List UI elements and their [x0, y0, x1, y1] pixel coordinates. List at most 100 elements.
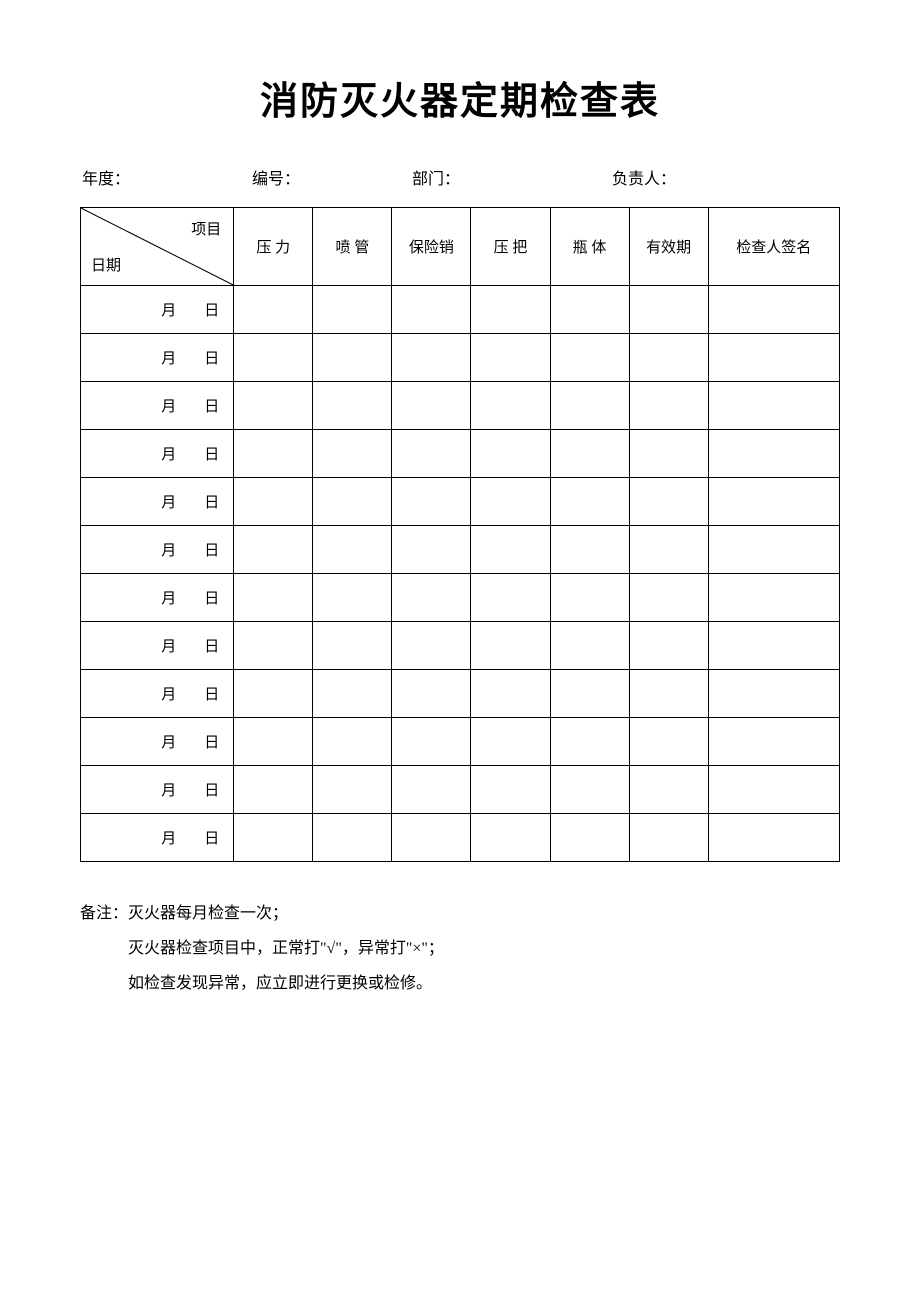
- col-header: 瓶 体: [550, 208, 629, 286]
- date-day-label: 日: [204, 495, 219, 511]
- table-cell: [708, 670, 839, 718]
- table-cell: [471, 574, 550, 622]
- table-cell: [234, 382, 313, 430]
- page-title: 消防灭火器定期检查表: [80, 70, 840, 125]
- table-cell: [629, 814, 708, 862]
- date-day-label: 日: [204, 303, 219, 319]
- table-cell: [234, 718, 313, 766]
- table-cell: [313, 430, 392, 478]
- table-row: 月日: [81, 622, 840, 670]
- table-cell: [234, 814, 313, 862]
- table-cell: [708, 334, 839, 382]
- meta-row: 年度： 编号： 部门： 负责人：: [80, 165, 840, 189]
- date-day-label: 日: [204, 783, 219, 799]
- table-cell: [708, 718, 839, 766]
- table-cell: [392, 382, 471, 430]
- table-cell: [629, 382, 708, 430]
- date-month-label: 月: [161, 303, 176, 319]
- notes-text: 灭火器检查项目中，正常打"√"，异常打"×"；: [128, 931, 444, 966]
- table-row: 月日: [81, 670, 840, 718]
- diag-top-label: 项目: [191, 218, 221, 239]
- date-cell: 月日: [81, 622, 234, 670]
- notes-line: 备注： 灭火器每月检查一次；: [80, 896, 840, 931]
- table-cell: [708, 286, 839, 334]
- table-cell: [708, 814, 839, 862]
- table-cell: [550, 430, 629, 478]
- table-cell: [550, 718, 629, 766]
- table-cell: [234, 622, 313, 670]
- table-cell: [471, 622, 550, 670]
- table-cell: [313, 718, 392, 766]
- table-cell: [629, 430, 708, 478]
- diagonal-header: 项目 日期: [81, 208, 234, 286]
- table-cell: [550, 526, 629, 574]
- meta-number: 编号：: [252, 165, 412, 189]
- date-cell: 月日: [81, 814, 234, 862]
- table-row: 月日: [81, 718, 840, 766]
- table-row: 月日: [81, 334, 840, 382]
- table-row: 月日: [81, 382, 840, 430]
- table-cell: [629, 766, 708, 814]
- table-cell: [313, 622, 392, 670]
- table-cell: [629, 574, 708, 622]
- date-cell: 月日: [81, 766, 234, 814]
- date-month-label: 月: [161, 495, 176, 511]
- date-day-label: 日: [204, 543, 219, 559]
- table-cell: [313, 574, 392, 622]
- table-cell: [234, 670, 313, 718]
- col-header: 保险销: [392, 208, 471, 286]
- table-header-row: 项目 日期 压 力 喷 管 保险销 压 把 瓶 体 有效期 检查人签名: [81, 208, 840, 286]
- table-cell: [708, 526, 839, 574]
- table-cell: [550, 766, 629, 814]
- notes-label: 备注：: [80, 896, 128, 931]
- table-cell: [234, 334, 313, 382]
- date-month-label: 月: [161, 591, 176, 607]
- table-cell: [471, 766, 550, 814]
- table-cell: [313, 478, 392, 526]
- date-day-label: 日: [204, 399, 219, 415]
- table-cell: [313, 814, 392, 862]
- col-header: 喷 管: [313, 208, 392, 286]
- table-row: 月日: [81, 478, 840, 526]
- table-cell: [392, 478, 471, 526]
- col-header: 检查人签名: [708, 208, 839, 286]
- meta-owner: 负责人：: [612, 165, 838, 189]
- date-day-label: 日: [204, 687, 219, 703]
- diag-bottom-label: 日期: [91, 254, 121, 275]
- table-cell: [550, 478, 629, 526]
- col-header: 压 力: [234, 208, 313, 286]
- date-cell: 月日: [81, 526, 234, 574]
- table-cell: [629, 718, 708, 766]
- date-month-label: 月: [161, 447, 176, 463]
- table-cell: [471, 478, 550, 526]
- date-cell: 月日: [81, 670, 234, 718]
- table-cell: [471, 430, 550, 478]
- table-cell: [313, 334, 392, 382]
- table-cell: [392, 718, 471, 766]
- table-cell: [313, 670, 392, 718]
- table-cell: [234, 526, 313, 574]
- table-cell: [392, 286, 471, 334]
- table-cell: [313, 766, 392, 814]
- meta-dept: 部门：: [412, 165, 612, 189]
- date-day-label: 日: [204, 591, 219, 607]
- date-day-label: 日: [204, 639, 219, 655]
- table-cell: [471, 526, 550, 574]
- table-cell: [471, 334, 550, 382]
- date-month-label: 月: [161, 351, 176, 367]
- table-cell: [550, 670, 629, 718]
- table-row: 月日: [81, 574, 840, 622]
- table-row: 月日: [81, 430, 840, 478]
- date-month-label: 月: [161, 543, 176, 559]
- date-month-label: 月: [161, 687, 176, 703]
- notes-line: 灭火器检查项目中，正常打"√"，异常打"×"；: [80, 931, 840, 966]
- date-day-label: 日: [204, 351, 219, 367]
- date-day-label: 日: [204, 735, 219, 751]
- col-header: 压 把: [471, 208, 550, 286]
- table-cell: [234, 430, 313, 478]
- table-cell: [550, 814, 629, 862]
- table-cell: [708, 382, 839, 430]
- table-cell: [392, 334, 471, 382]
- table-cell: [550, 574, 629, 622]
- meta-number-label: 编号：: [252, 165, 300, 189]
